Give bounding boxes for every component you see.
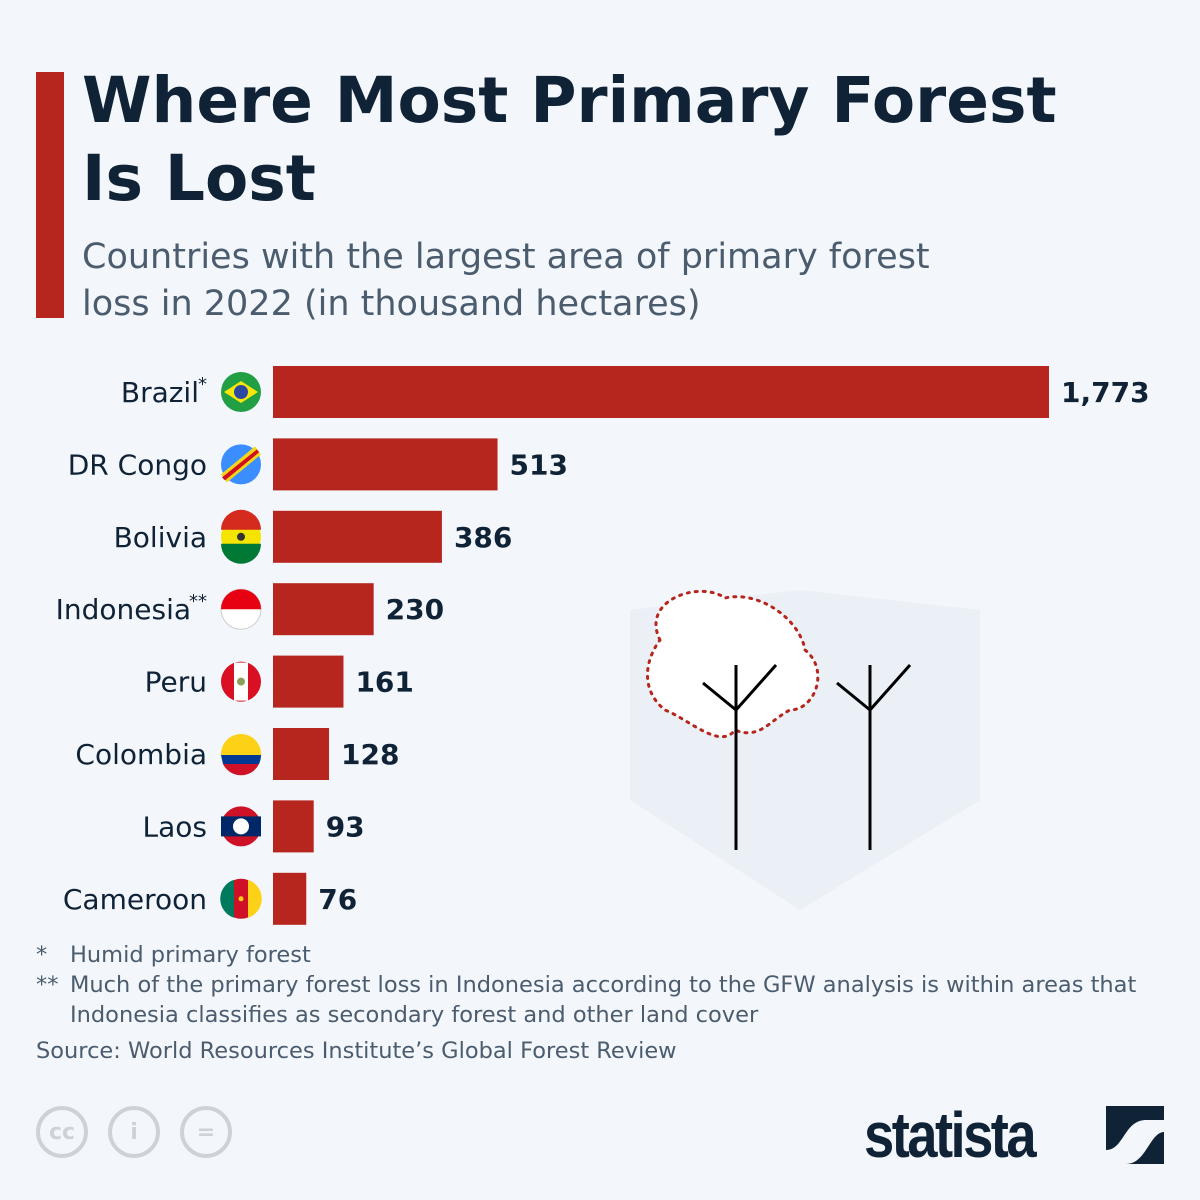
bar: [273, 872, 307, 925]
tree-trunk-icon: [836, 664, 912, 850]
category-label: Bolivia: [114, 521, 207, 554]
chart-subtitle: Countries with the largest area of prima…: [82, 237, 930, 324]
lost-tree-outline-icon: [646, 589, 820, 739]
value-label: 128: [341, 738, 399, 771]
bar-chart: Brazil * 1,773 DR Congo 513 Bolivia 386 Indones…: [56, 366, 1150, 925]
footnote-text: Humid primary forest: [70, 942, 311, 968]
chart-title: Where Most Primary Forest Is Lost: [82, 64, 1057, 215]
category-label: Cameroon: [63, 883, 207, 916]
value-label: 161: [355, 666, 413, 699]
bar-row: Colombia 128: [75, 728, 399, 780]
bar: [273, 583, 374, 636]
bar-row: Laos 93: [143, 800, 365, 853]
footnote-text: Much of the primary forest loss in Indon…: [70, 972, 1137, 1028]
indonesia-flag-icon: [220, 588, 262, 630]
dr-congo-flag-icon: [221, 444, 261, 485]
bar: [273, 438, 498, 491]
brazil-flag-icon: [221, 372, 261, 412]
tree-trunk-icon: [702, 664, 778, 850]
bar: [273, 655, 344, 708]
footnote-mark: *: [198, 374, 207, 395]
bar-row: Peru 161: [145, 655, 414, 708]
value-label: 386: [454, 521, 512, 554]
tree-illustration: [630, 589, 980, 910]
bar-row: DR Congo 513: [68, 438, 568, 491]
statista-logo-icon: [1106, 1106, 1164, 1164]
footnote-mark: **: [189, 591, 207, 612]
value-label: 93: [326, 810, 365, 843]
category-label: Laos: [143, 810, 207, 843]
source-text: Source: World Resources Institute’s Glob…: [36, 1038, 677, 1064]
no-derivatives-icon[interactable]: =: [180, 1106, 232, 1158]
bar-row: Bolivia 386: [114, 509, 512, 564]
value-label: 76: [318, 883, 357, 916]
bar: [273, 728, 330, 780]
footnote-mark: **: [36, 972, 59, 998]
value-label: 1,773: [1061, 376, 1150, 409]
accent-bar: [36, 72, 64, 318]
category-label: DR Congo: [68, 448, 207, 481]
category-label: Brazil: [121, 376, 199, 409]
footnote-mark: *: [36, 942, 48, 968]
bar-row: Brazil * 1,773: [121, 366, 1150, 418]
attribution-icon[interactable]: i: [108, 1106, 160, 1158]
category-label: Colombia: [75, 738, 207, 771]
bar-row: Cameroon 76: [63, 872, 357, 925]
laos-flag-icon: [221, 806, 261, 847]
peru-flag-icon: [221, 661, 261, 702]
bar: [273, 366, 1049, 418]
bolivia-flag-icon: [221, 509, 261, 564]
footnote: * Humid primary forest: [36, 940, 1166, 970]
cameroon-flag-icon: [220, 878, 262, 919]
statista-logo[interactable]: statista: [864, 1099, 1037, 1171]
bar: [273, 800, 314, 853]
bar: [273, 510, 442, 563]
creative-commons-icon[interactable]: cc: [36, 1106, 88, 1158]
value-label: 513: [510, 448, 568, 481]
footnotes: * Humid primary forest ** Much of the prim…: [36, 940, 1166, 1030]
category-label: Indonesia: [56, 593, 191, 626]
colombia-flag-icon: [221, 734, 262, 776]
footnote: ** Much of the primary forest loss in Ind…: [36, 970, 1166, 1030]
category-label: Peru: [145, 666, 207, 699]
value-label: 230: [386, 593, 444, 626]
bar-row: Indonesia** 230: [56, 583, 444, 636]
